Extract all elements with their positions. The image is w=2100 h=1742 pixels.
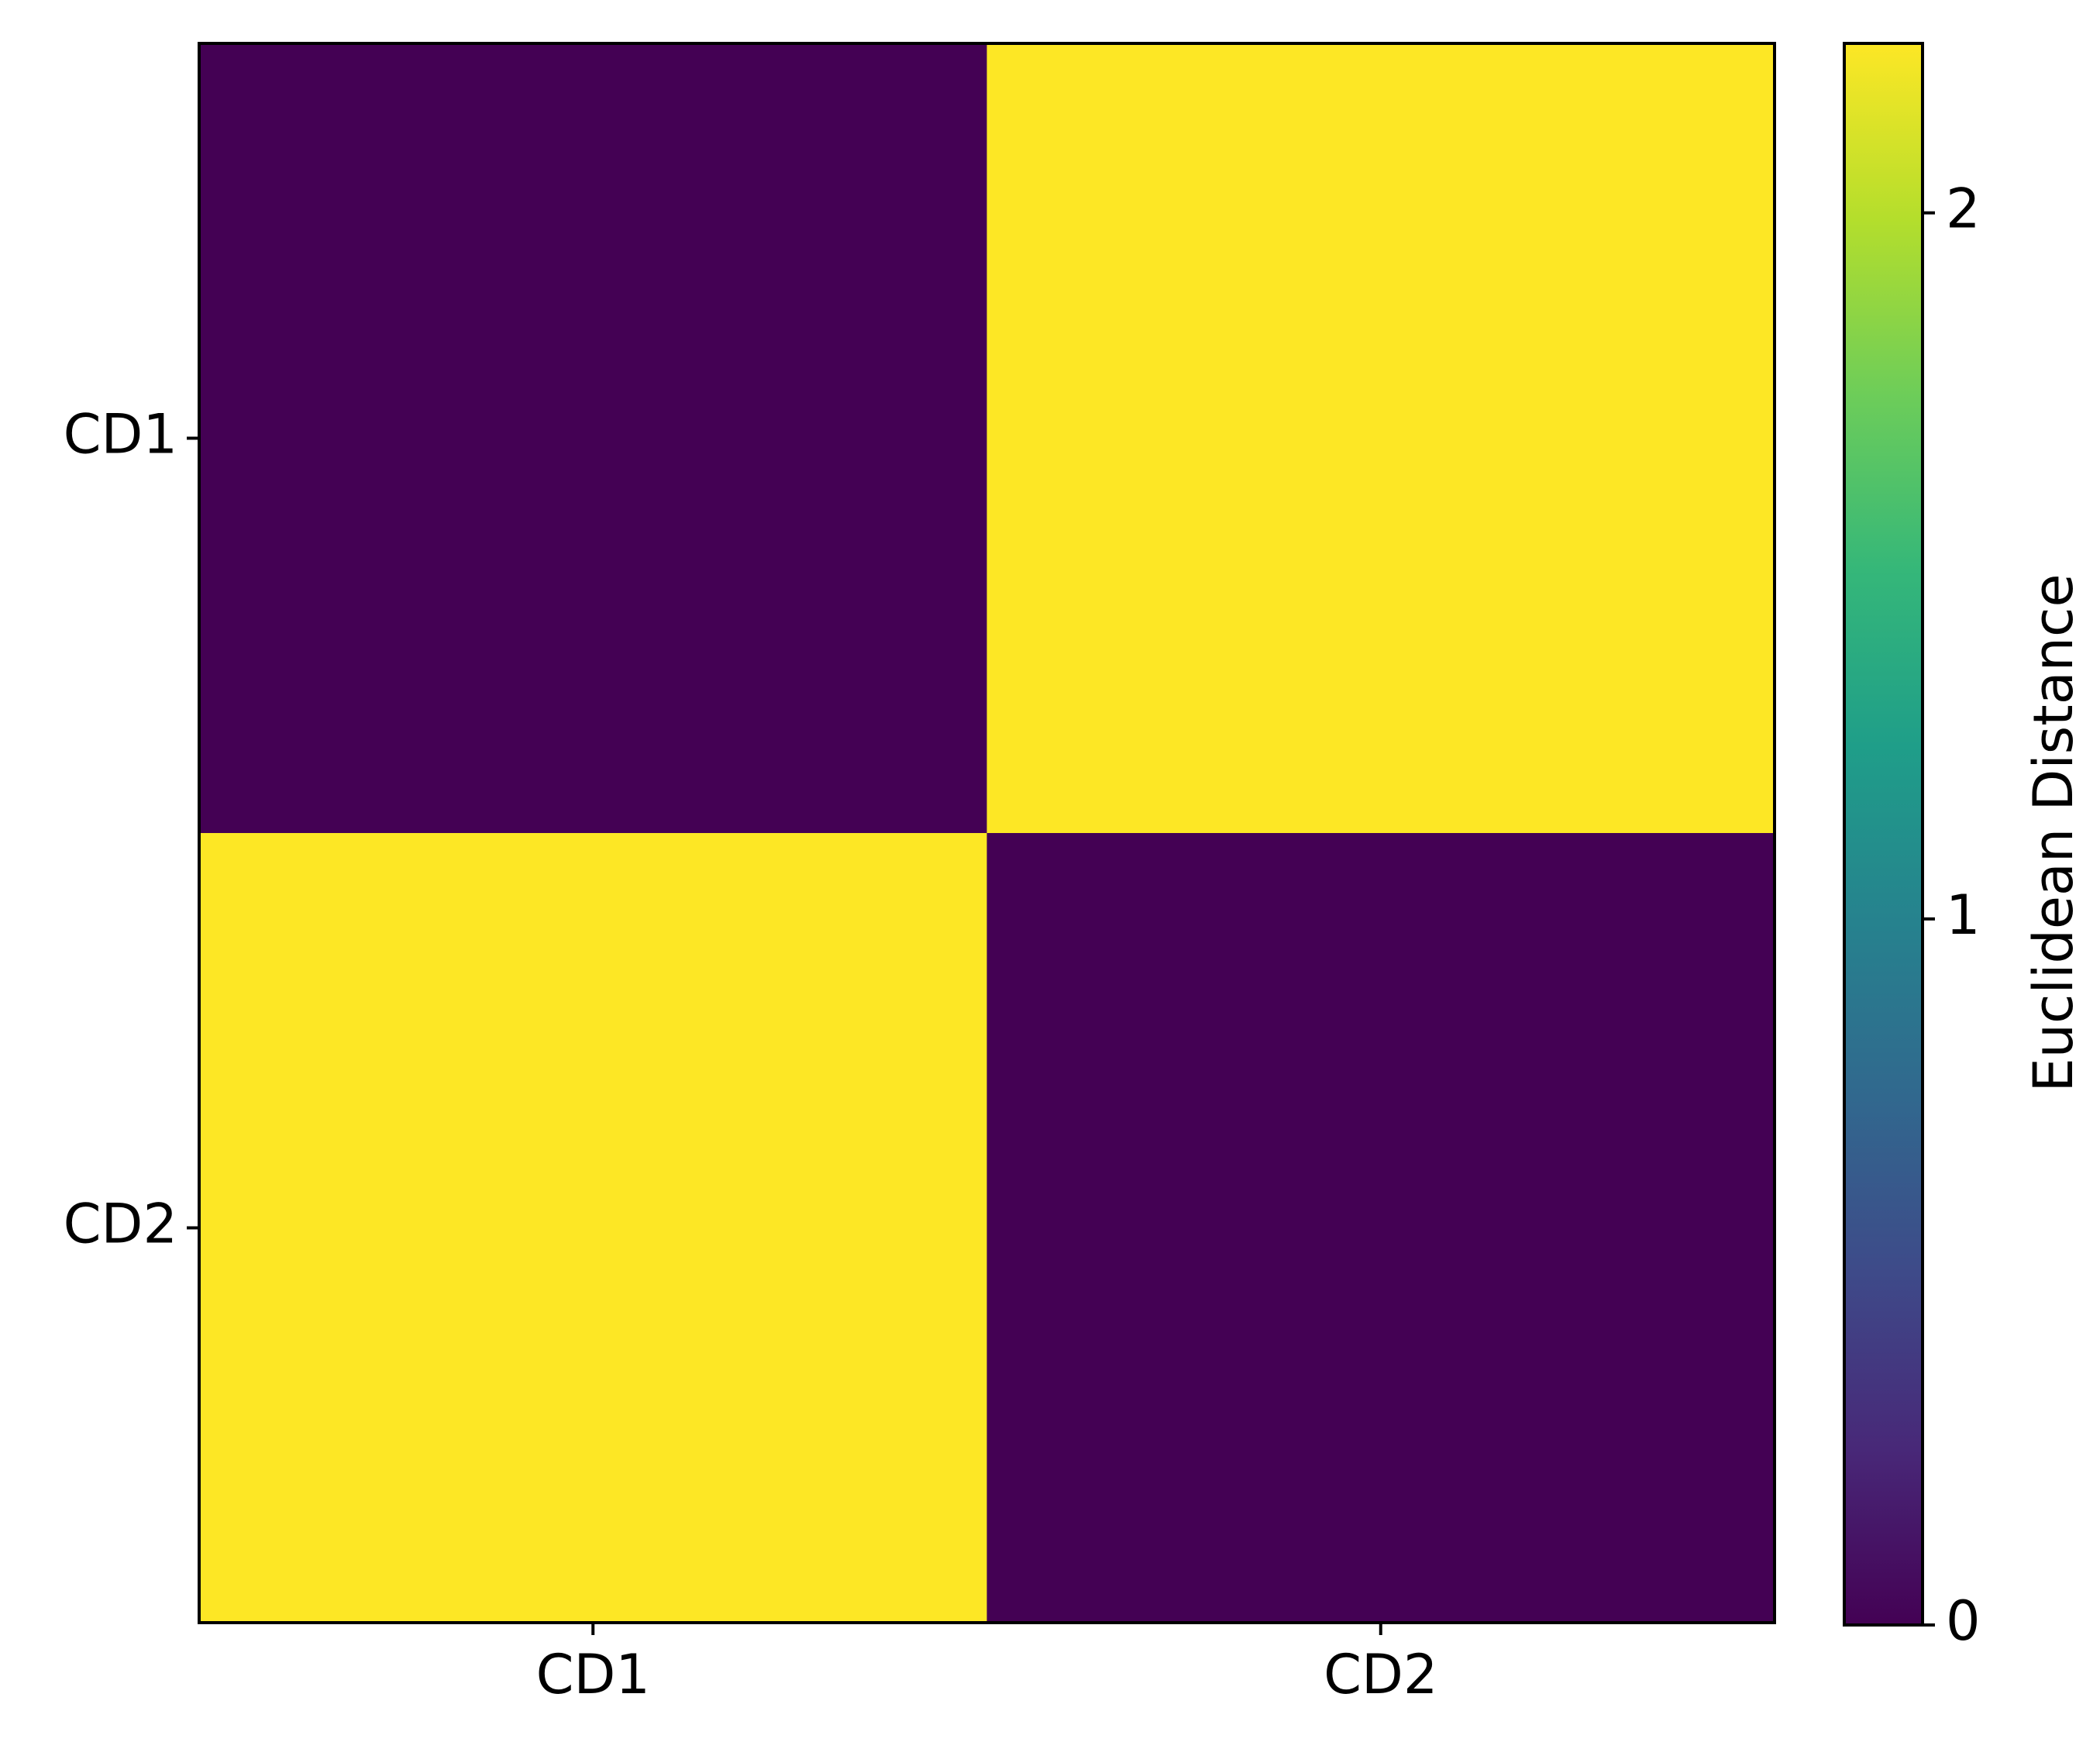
colorbar-label: Euclidean Distance [2022, 573, 2085, 1092]
colorbar [1843, 42, 1924, 1627]
colorbar-tick-label: 1 [1946, 883, 1981, 947]
heatmap-cell [986, 833, 1775, 1623]
plot-frame [198, 42, 1776, 1624]
heatmap-cell [199, 833, 987, 1623]
y-tick-label: CD1 [64, 403, 177, 466]
colorbar-tick-label: 0 [1946, 1589, 1981, 1653]
y-tick-label: CD2 [64, 1193, 177, 1256]
heatmap-cell [986, 43, 1775, 834]
colorbar-tick-label: 2 [1946, 177, 1981, 241]
x-tick-label: CD2 [1324, 1643, 1437, 1706]
heatmap-cell [199, 43, 987, 834]
x-tick-label: CD1 [536, 1643, 650, 1706]
